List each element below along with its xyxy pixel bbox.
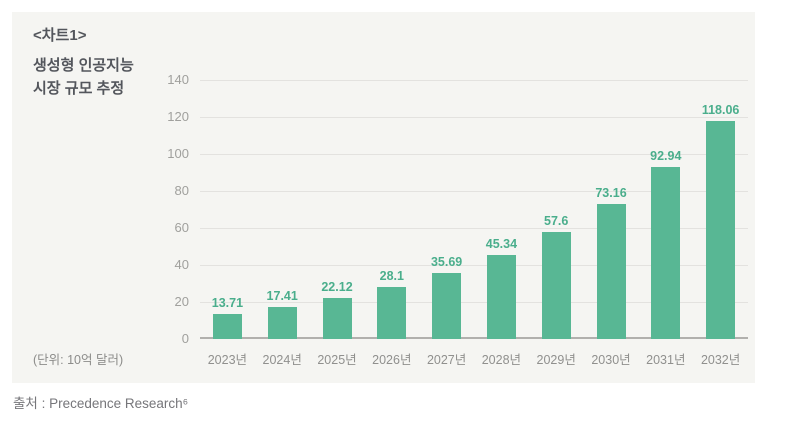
gridline (200, 301, 748, 303)
x-tick-label: 2026년 (372, 353, 412, 367)
x-tick-label: 2032년 (700, 353, 741, 367)
bar-2029년 (541, 232, 571, 339)
bar-2025년 (322, 298, 352, 339)
gridline (200, 116, 748, 118)
y-tick-label: 0 (181, 331, 189, 346)
bar-2024년 (267, 306, 297, 339)
bar-value-label: 28.1 (379, 269, 404, 284)
chart-card: <차트1> 생성형 인공지능 시장 규모 추정 0 20 40 60 80 100 120 1… (12, 12, 755, 383)
gridline (200, 79, 748, 81)
y-tick-label: 40 (174, 257, 189, 272)
bar-value-label: 35.69 (430, 254, 463, 269)
bar-2026년 (377, 287, 407, 339)
x-axis-line (200, 337, 748, 339)
bar-value-label: 57.6 (544, 214, 569, 229)
plot-area: 0 20 40 60 80 100 120 140 13.71 2023년 17.41 2024년 22… (167, 72, 748, 367)
gridline (200, 153, 748, 155)
y-tick-label: 20 (174, 294, 189, 309)
gridline (200, 227, 748, 229)
y-tick-label: 100 (167, 146, 189, 161)
bar-2030년 (596, 203, 626, 339)
x-tick-label: 2030년 (591, 353, 631, 367)
bar-value-label: 13.71 (211, 295, 244, 310)
gridline (200, 264, 748, 266)
x-tick-label: 2024년 (262, 353, 302, 367)
unit-note: (단위: 10억 달러) (33, 353, 124, 367)
x-tick-label: 2028년 (481, 353, 522, 367)
bar-value-label: 45.34 (485, 237, 518, 252)
chart-title-line-3: 시장 규모 추정 (33, 80, 125, 97)
bar-value-label: 92.94 (650, 149, 682, 164)
bar-value-label: 17.41 (266, 288, 298, 303)
bar-2032년 (706, 120, 736, 339)
bar-2027년 (432, 272, 462, 339)
x-tick-label: 2031년 (646, 353, 686, 367)
bar-2028년 (486, 255, 516, 339)
chart-title-line-2: 생성형 인공지능 (33, 57, 134, 74)
x-tick-label: 2027년 (426, 353, 467, 367)
x-tick-label: 2029년 (536, 353, 576, 367)
bar-value-label: 73.16 (595, 185, 627, 200)
x-tick-label: 2025년 (317, 353, 357, 367)
bar-2031년 (651, 167, 681, 339)
source-note: 출처 : Precedence Research⁶ (13, 396, 189, 411)
chart-title: <차트1> 생성형 인공지능 시장 규모 추정 (33, 24, 134, 100)
chart-title-line-1: <차트1> (33, 27, 87, 44)
bar-2023년 (212, 313, 242, 339)
bar-value-label: 22.12 (321, 280, 353, 295)
y-tick-label: 60 (174, 220, 189, 235)
y-tick-label: 80 (174, 183, 189, 198)
x-tick-label: 2023년 (207, 353, 248, 367)
y-tick-label: 140 (167, 72, 189, 87)
gridline (200, 190, 748, 192)
bar-value-label: 118.06 (701, 102, 740, 117)
y-tick-label: 120 (167, 109, 189, 124)
